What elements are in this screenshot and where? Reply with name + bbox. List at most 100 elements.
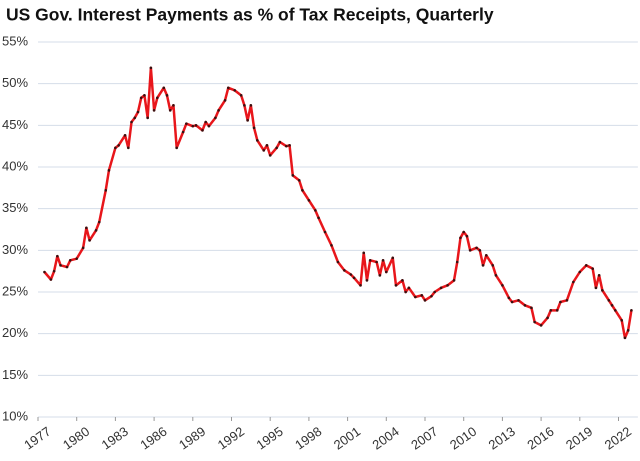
point [285,144,288,148]
point [533,320,536,324]
point [378,274,382,277]
y-tick-label: 20% [2,325,28,340]
point [278,140,282,144]
point [555,309,559,312]
point [275,146,278,150]
point [255,139,259,142]
point [314,209,317,212]
point [265,144,269,147]
x-tick-label: 1980 [60,424,92,453]
point [584,264,588,267]
x-tick-label: 2007 [408,424,440,453]
x-tick-label: 2013 [486,424,518,453]
point [362,251,366,255]
point [481,264,485,267]
point [226,86,230,90]
point [559,300,562,304]
y-tick-label: 45% [2,117,28,132]
point [391,256,395,260]
point [201,129,204,132]
point [407,286,411,290]
point [130,120,133,124]
y-tick-label: 10% [2,408,28,423]
point [507,296,511,300]
point [191,124,195,128]
point [594,286,598,290]
point [630,309,633,312]
point [439,286,443,290]
point [330,244,333,247]
point [56,254,59,258]
point [623,336,627,340]
point [217,109,220,112]
point [307,199,311,202]
point [172,104,175,107]
point [168,109,172,112]
point [375,260,378,264]
point [223,99,227,102]
point [59,264,62,267]
point [475,246,478,250]
point [433,290,436,294]
x-tick-label: 1995 [253,424,285,453]
point [262,149,266,152]
point [165,94,169,97]
point [114,146,117,150]
point [68,259,72,262]
point [404,290,407,294]
point [491,264,495,267]
point [546,316,549,320]
point [455,260,459,264]
point [252,126,256,130]
point [239,94,243,97]
chart-title: US Gov. Interest Payments as % of Tax Re… [6,5,494,25]
point [88,239,91,242]
point [214,116,217,120]
point [572,280,575,284]
x-tick-label: 2022 [602,424,634,453]
point [107,169,111,172]
point [117,144,120,147]
x-tick-label: 2010 [447,424,479,453]
point [43,270,46,274]
x-tick-label: 2016 [524,424,556,453]
point [317,216,320,220]
point [143,94,146,97]
point [578,270,582,274]
point [591,267,594,270]
point [539,324,543,327]
point [152,109,156,112]
point [478,249,482,252]
point [565,299,569,302]
point [323,230,327,234]
point [127,146,130,150]
point [620,319,624,322]
point [414,295,417,299]
x-tick-label: 2004 [370,424,402,453]
y-tick-label: 50% [2,75,28,90]
point [549,309,553,312]
y-tick-label: 40% [2,158,28,173]
point [626,329,630,332]
point [359,284,362,287]
point [243,104,246,107]
point [288,144,291,147]
x-tick-label: 1983 [99,424,131,453]
point [246,119,249,122]
point [452,279,456,282]
point [607,299,611,302]
point [336,260,340,264]
series-line [43,66,633,340]
point [104,189,108,192]
x-tick-label: 2001 [331,424,363,453]
point [613,309,617,312]
y-tick-label: 15% [2,367,28,382]
point [394,284,398,287]
point [401,279,404,282]
x-tick-label: 1992 [215,424,247,453]
point [185,122,188,125]
point [94,229,98,232]
point [136,110,140,114]
x-tick-label: 2019 [563,424,595,453]
point [139,96,143,100]
